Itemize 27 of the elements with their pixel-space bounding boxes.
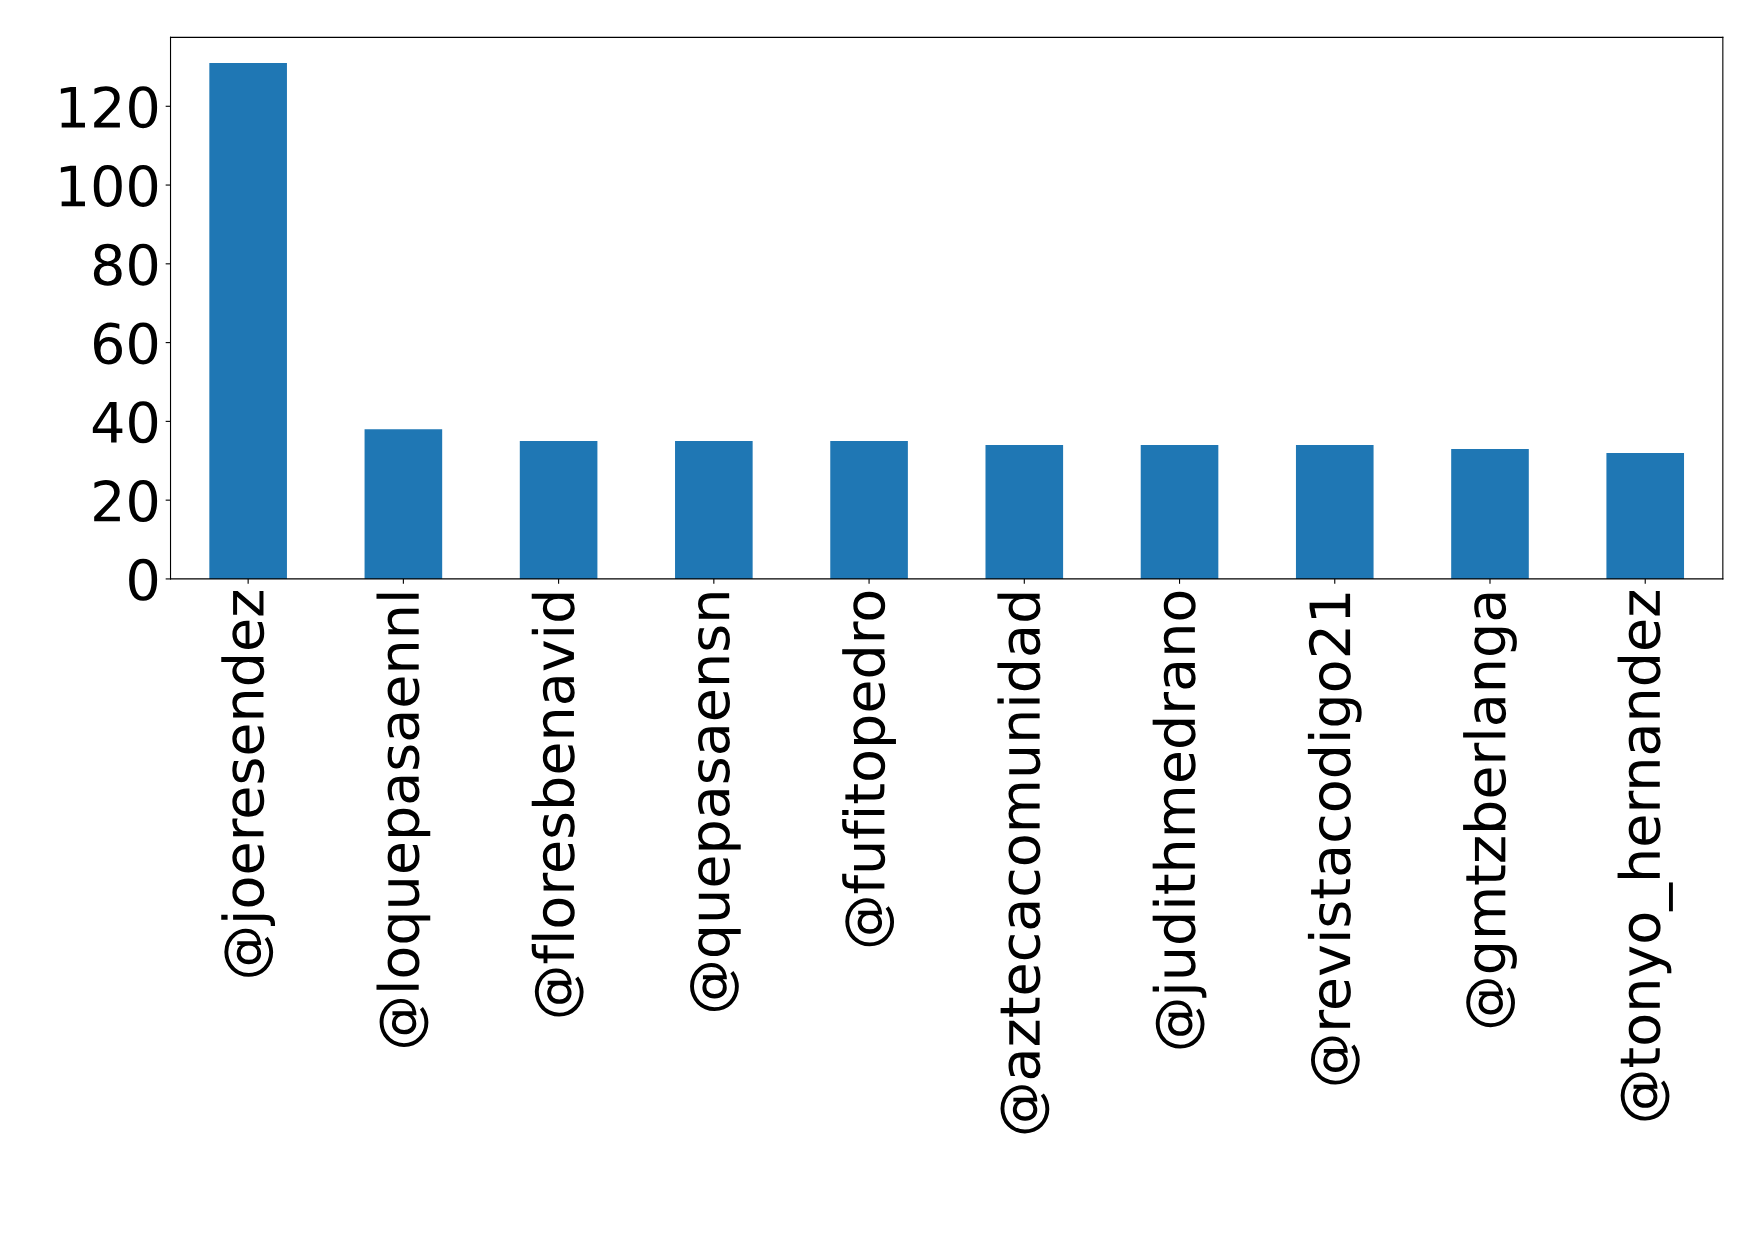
bar bbox=[364, 429, 443, 579]
y-tick-label: 100 bbox=[60, 164, 158, 207]
x-tick-label: @loquepasaennl bbox=[376, 593, 431, 1047]
y-tick-label: 120 bbox=[60, 86, 158, 129]
x-tick-label: @revistacodigo21 bbox=[1307, 593, 1362, 1085]
y-tick-label: 60 bbox=[93, 322, 158, 365]
x-tick-label: @aztecacomunidad bbox=[997, 593, 1050, 1134]
y-tick-label: 20 bbox=[94, 480, 158, 523]
bar bbox=[1295, 445, 1374, 579]
bar bbox=[985, 445, 1064, 579]
x-tick-label: @fufitopedro bbox=[842, 591, 896, 947]
x-tick-label: @quepasaensn bbox=[690, 593, 741, 1012]
bar bbox=[830, 441, 908, 579]
y-tick-label: 40 bbox=[92, 401, 158, 444]
x-tick-label: @joeresendez bbox=[221, 591, 276, 977]
y-tick-label: 0 bbox=[129, 558, 158, 601]
y-tick-label: 80 bbox=[93, 243, 158, 286]
x-tick-label: @tonyo_hernandez bbox=[1617, 591, 1673, 1121]
x-tick-label: @judithmedrano bbox=[1152, 591, 1207, 1049]
x-tick-label: @floresbenavid bbox=[531, 593, 584, 1017]
bar bbox=[209, 62, 287, 579]
x-tick-label: @gmtzberlanga bbox=[1463, 593, 1517, 1028]
bar bbox=[519, 441, 598, 579]
bar bbox=[1451, 448, 1529, 579]
bar bbox=[1606, 452, 1685, 579]
bar bbox=[1140, 445, 1219, 579]
bar bbox=[675, 441, 753, 579]
